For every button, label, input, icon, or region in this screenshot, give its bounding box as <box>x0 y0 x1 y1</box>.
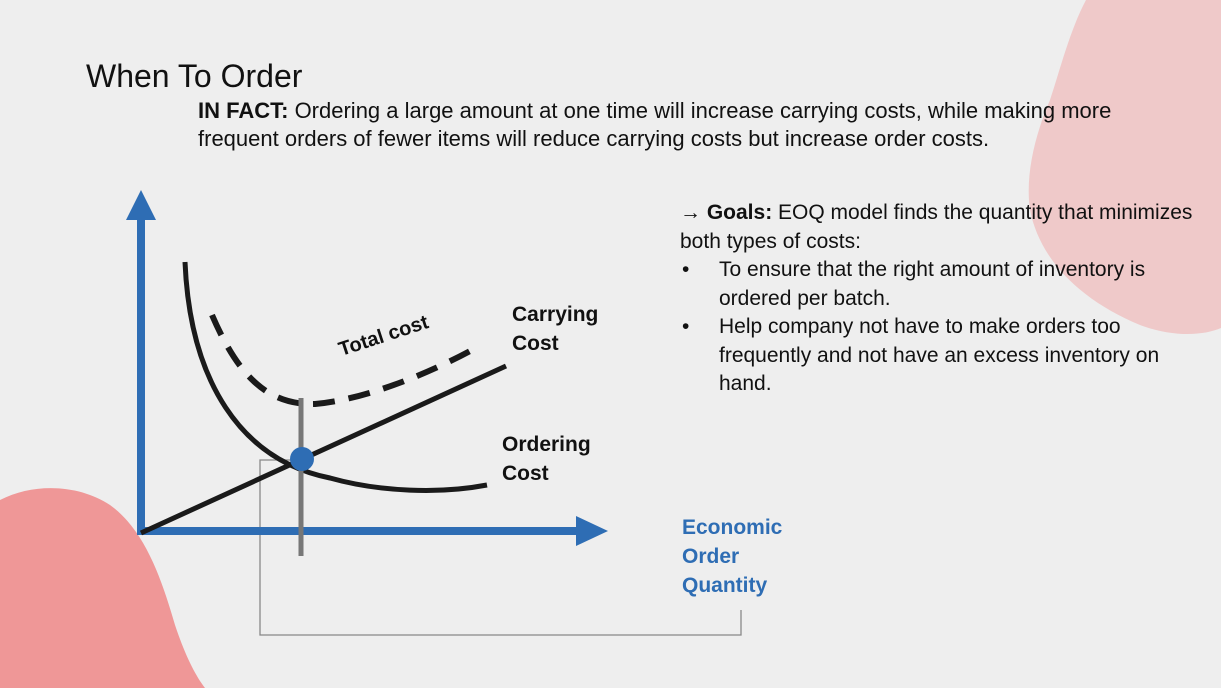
bullet-icon: • <box>682 315 690 338</box>
eoq-label: Economic Order Quantity <box>682 516 783 597</box>
ordering-cost-curve <box>182 261 488 493</box>
carrying-cost-line <box>139 363 508 536</box>
fact-label: IN FACT: <box>198 98 289 123</box>
x-axis-arrowhead <box>576 516 608 546</box>
fact-paragraph: IN FACT: Ordering a large amount at one … <box>198 97 1198 153</box>
arrow-glyph: → <box>680 201 701 224</box>
page-title: When To Order <box>86 58 303 94</box>
fact-text: Ordering a large amount at one time will… <box>198 98 1112 151</box>
eoq-intersection-point <box>290 447 314 471</box>
total-cost-curve <box>209 313 474 408</box>
eoq-connector-line <box>259 459 742 636</box>
decorative-blob-top-right <box>1028 0 1221 334</box>
decorative-blob-bottom-left <box>0 488 205 688</box>
goal-bullet-text: To ensure that the right amount of inven… <box>719 258 1146 310</box>
y-axis-arrowhead <box>126 190 156 220</box>
goals-intro-text: EOQ model finds the quantity that minimi… <box>680 201 1193 253</box>
goals-section: → Goals: EOQ model finds the quantity th… <box>680 199 1200 399</box>
ordering-cost-label: Ordering Cost <box>502 433 591 485</box>
goals-label: Goals: <box>706 201 773 224</box>
goals-list: • To ensure that the right amount of inv… <box>680 256 1200 399</box>
goals-intro: → Goals: EOQ model finds the quantity th… <box>680 199 1200 256</box>
list-item: • Help company not have to make orders t… <box>680 313 1200 399</box>
bullet-icon: • <box>682 258 690 281</box>
carrying-cost-label: Carrying Cost <box>512 303 599 355</box>
list-item: • To ensure that the right amount of inv… <box>680 256 1200 313</box>
goal-bullet-text: Help company not have to make orders too… <box>719 315 1160 395</box>
